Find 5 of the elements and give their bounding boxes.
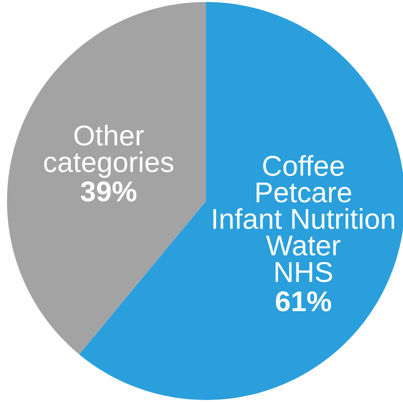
slice-label: Other categories bbox=[44, 124, 174, 178]
data-label: 61% bbox=[276, 291, 332, 312]
slice-label: Coffee Petcare Infant Nutrition Water NHS bbox=[213, 155, 394, 282]
pie-slice bbox=[7, 2, 206, 354]
data-label: 39% bbox=[80, 181, 136, 202]
